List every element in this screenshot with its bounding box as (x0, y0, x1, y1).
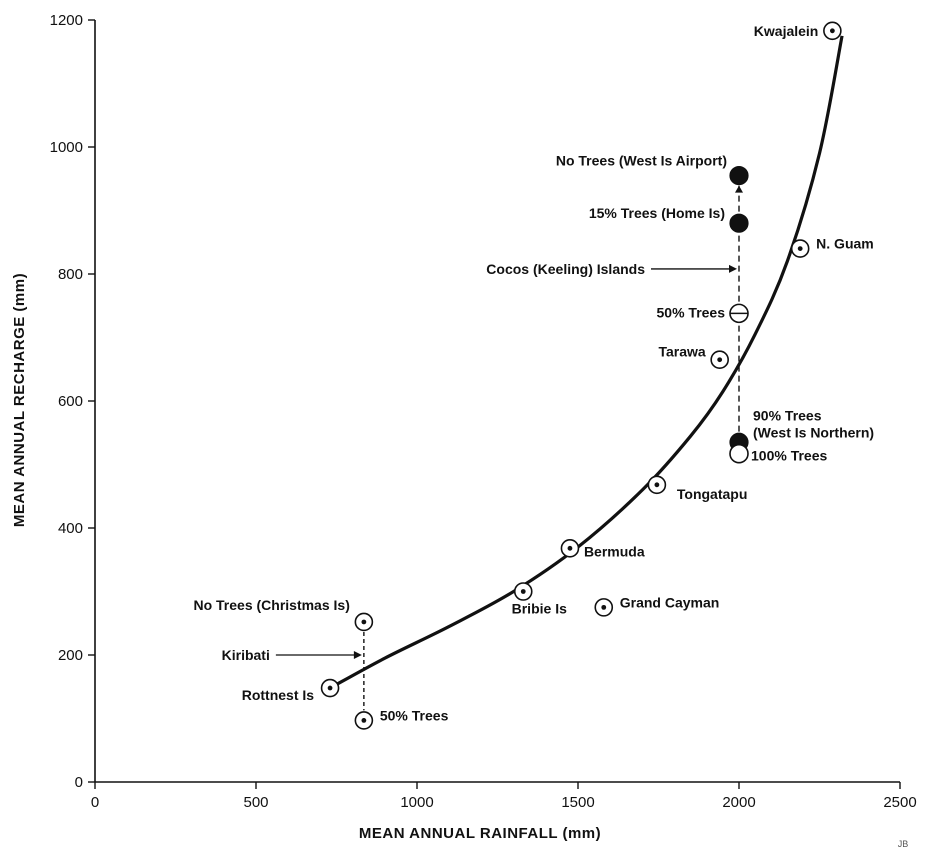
trend-curve (329, 35, 844, 690)
point-label-line: 90% Trees (753, 407, 822, 423)
point-marker-dot (361, 619, 367, 625)
y-tick-label: 600 (58, 393, 83, 410)
x-axis-title: MEAN ANNUAL RAINFALL (mm) (359, 825, 601, 842)
point-marker (729, 165, 749, 186)
y-axis-title: MEAN ANNUAL RECHARGE (mm) (11, 273, 28, 527)
point-marker (729, 443, 749, 464)
point-marker-dot (327, 685, 333, 691)
point-label: Tongatapu (677, 486, 748, 502)
y-tick-label: 800 (58, 266, 83, 283)
point-label: Tarawa (658, 344, 705, 360)
point-label: Bribie Is (512, 601, 567, 617)
point-label: 15% Trees (Home Is) (589, 205, 725, 221)
x-tick-label: 1000 (400, 794, 433, 811)
point-marker-dot (654, 482, 660, 488)
point-label: Kwajalein (754, 23, 819, 39)
point-label: Rottnest Is (242, 687, 315, 703)
point-label-line: (West Is Northern) (753, 424, 874, 440)
group-label-arrowhead (353, 651, 362, 659)
y-tick-label: 0 (75, 774, 83, 791)
group-label: Cocos (Keeling) Islands (486, 261, 645, 277)
group-label: Kiribati (222, 647, 270, 663)
x-tick-label: 1500 (561, 794, 594, 811)
point-label: 100% Trees (751, 448, 827, 464)
group-label-arrowhead (729, 264, 737, 273)
y-tick-label: 1000 (50, 139, 83, 156)
point-label: 90% Trees (West Is Northern) (753, 407, 874, 440)
point-label: 50% Trees (380, 707, 449, 723)
y-tick-label: 1200 (50, 12, 83, 29)
point-label: Grand Cayman (620, 594, 720, 610)
point-marker (729, 213, 749, 233)
point-marker-dot (717, 357, 723, 363)
point-marker-dot (361, 718, 367, 723)
x-tick-label: 500 (243, 794, 268, 811)
corner-mark: JB (898, 839, 909, 849)
point-marker-dot (601, 604, 607, 610)
point-marker-dot (567, 545, 573, 551)
point-marker-dot (520, 589, 526, 594)
y-tick-label: 400 (58, 520, 83, 537)
point-label: No Trees (West Is Airport) (556, 153, 727, 169)
point-marker-dot (797, 246, 803, 252)
point-marker-dot (829, 28, 835, 34)
point-label: No Trees (Christmas Is) (193, 597, 349, 613)
y-tick-label: 200 (58, 647, 83, 664)
x-tick-label: 2500 (883, 794, 916, 811)
cocos-arrowhead-top (735, 185, 743, 193)
point-label: Bermuda (584, 543, 645, 559)
point-label: 50% Trees (657, 304, 726, 320)
point-label: N. Guam (816, 236, 874, 252)
x-tick-label: 2000 (722, 794, 755, 811)
x-tick-label: 0 (91, 794, 99, 811)
